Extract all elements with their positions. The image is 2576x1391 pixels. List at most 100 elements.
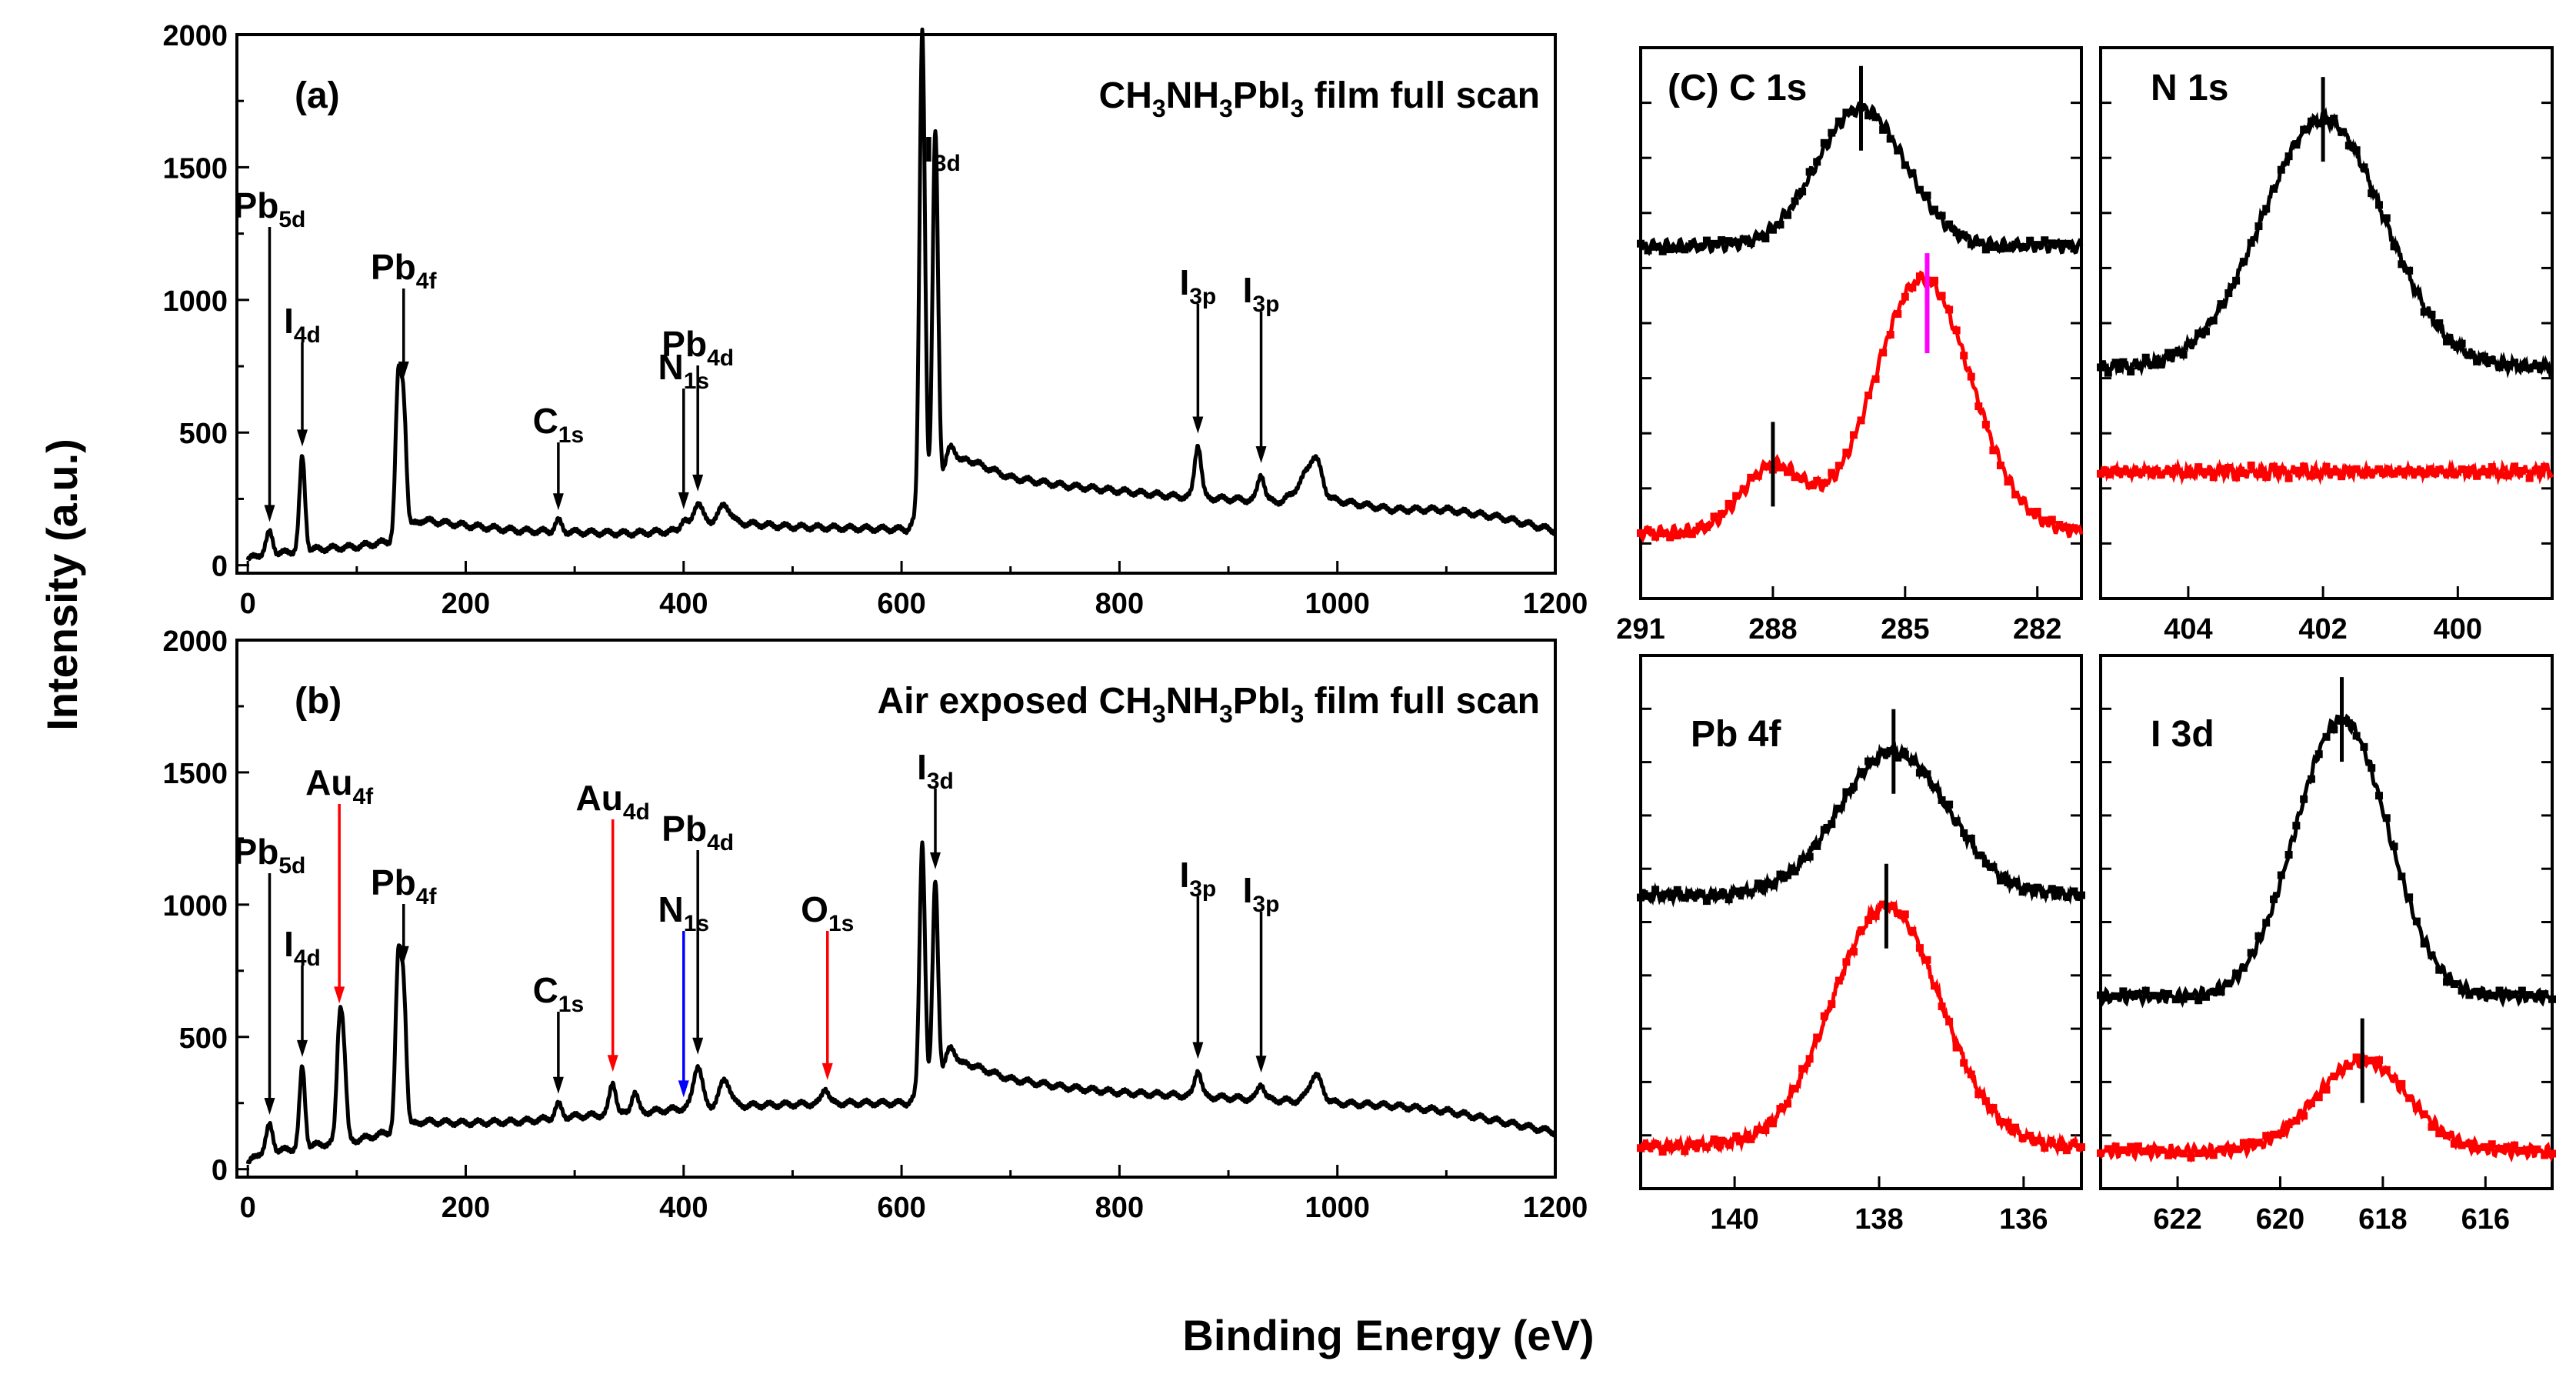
data-marker [2435,966,2444,974]
data-marker [1710,892,1718,900]
data-marker [2412,1104,2421,1112]
data-marker [2503,1142,2511,1151]
data-marker [1754,232,1762,241]
data-marker [1695,522,1704,531]
data-marker [2382,214,2391,222]
data-marker [2270,462,2278,471]
data-marker [1644,525,1652,534]
peak-label-main: I [1179,855,1189,895]
data-marker [2141,465,2150,474]
data-marker [2495,471,2504,479]
data-marker [2533,992,2541,1001]
data-marker [2344,142,2353,150]
data-marker [2398,872,2406,881]
data-marker [2048,515,2056,524]
spectrum-a [245,27,1557,562]
peak-label-main: Pb [234,185,279,225]
data-marker [2171,996,2180,1004]
data-marker [1681,529,1689,538]
x-tick-label: 402 [2298,613,2347,645]
peak-label-sub: 4f [416,884,438,909]
data-marker [1732,1132,1741,1140]
data-marker [2307,1099,2315,1108]
data-marker [1651,242,1660,251]
data-marker [1938,796,1946,804]
data-marker [2209,473,2218,482]
data-marker [2300,1112,2308,1120]
data-marker [2338,472,2346,481]
data-marker [1725,499,1733,508]
data-marker [2300,125,2308,134]
data-marker [2119,467,2128,475]
data-marker [1828,128,1836,137]
data-marker [2111,992,2120,1000]
data-marker [1718,1136,1726,1145]
data-marker [2314,1093,2323,1102]
data-marker [1931,982,1938,990]
data-marker [1879,125,1888,134]
data-marker [2330,726,2338,734]
annotation-arrowhead [264,1097,275,1115]
data-marker [2352,146,2361,155]
data-marker [1702,523,1711,532]
data-marker [2127,990,2135,999]
data-marker [2428,468,2436,476]
data-marker [1989,1103,1998,1112]
data-marker [1666,889,1675,898]
data-marker [2111,1142,2120,1151]
peak-label-main: C [533,401,558,441]
data-marker [2412,917,2421,926]
data-marker [1842,449,1851,457]
x-tick-label: 285 [1881,613,1929,645]
data-marker [2209,316,2218,325]
data-marker [1791,197,1799,205]
data-marker [1996,461,2004,469]
peak-label-main: Pb [371,862,416,902]
y-tick-label: 1500 [162,758,228,790]
data-marker [2157,360,2165,369]
chart-title-part: NH [1166,75,1219,116]
data-marker [2134,362,2142,370]
peak-label-main: I [1179,262,1189,302]
data-marker [2026,508,2034,516]
x-tick-label: 1000 [1305,1192,1370,1224]
data-marker [2033,241,2041,249]
data-marker [1989,446,1998,455]
data-marker [1952,1043,1961,1052]
peak-label-main: N [658,889,683,929]
data-marker [2062,239,2071,248]
data-marker [1761,462,1770,471]
data-marker [2390,842,2398,851]
peak-label: I3d [924,129,961,176]
data-marker [2104,468,2112,476]
data-marker [2270,1130,2278,1139]
data-marker [1857,927,1865,936]
data-marker [1842,788,1851,796]
data-marker [2314,119,2323,128]
data-marker [1725,896,1733,904]
data-marker [2503,989,2511,998]
data-marker [1651,532,1660,541]
data-marker [2119,987,2128,996]
data-marker [2187,1153,2195,1162]
data-marker [2033,507,2041,515]
data-marker [1644,246,1652,255]
data-marker [2511,462,2519,471]
data-marker [1886,902,1895,911]
data-marker [2070,1139,2078,1147]
data-marker [2405,466,2414,475]
data-marker [1747,239,1755,248]
data-marker [1938,1002,1946,1011]
data-marker [2104,369,2112,377]
panel-i3d: 622 620 618 616 I 3d [2097,654,2556,1236]
data-marker [1681,1147,1689,1156]
data-marker [2247,949,2255,957]
data-marker [1901,910,1909,919]
data-marker [1673,1142,1681,1150]
data-marker [2026,236,2034,245]
data-marker [2134,1142,2142,1150]
data-marker [1754,879,1762,888]
x-tick-label: 0 [240,1192,256,1224]
data-marker [2503,472,2511,480]
data-marker [2330,1072,2338,1081]
